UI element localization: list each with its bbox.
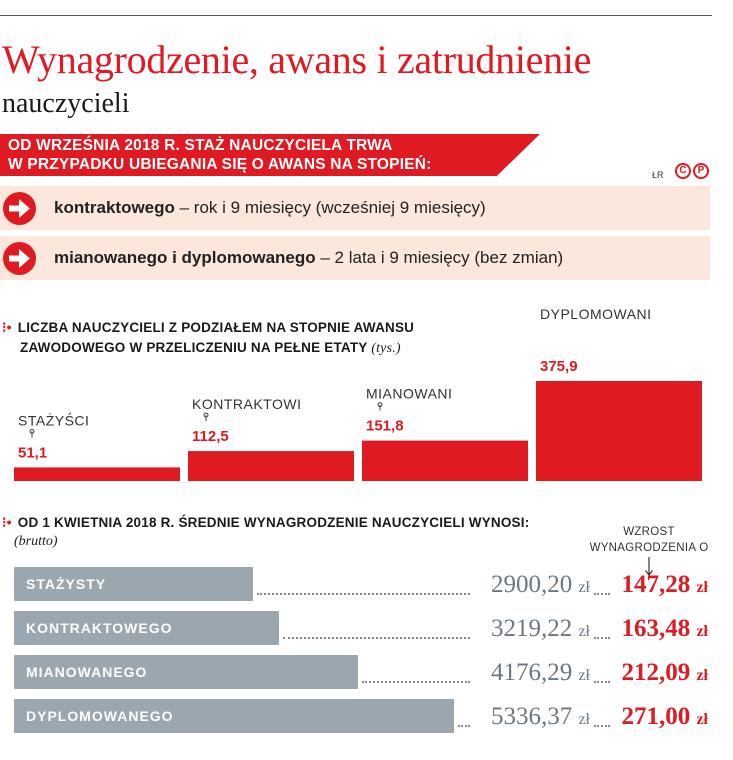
- dotted-leader: [283, 637, 470, 639]
- salary-value: 5336,37 zł: [490, 703, 590, 730]
- salary-bar: MIANOWANEGO: [14, 655, 359, 689]
- top-rule: [0, 15, 712, 16]
- bar-category-label: STAŻYŚCI: [18, 411, 89, 428]
- red-banner: [0, 134, 540, 176]
- banner-line-1: OD WRZEŚNIA 2018 R. STAŻ NAUCZYCIELA TRW…: [8, 137, 393, 154]
- salary-value: 2900,20 zł: [490, 571, 590, 598]
- bar-value-label: 375,9: [540, 358, 578, 375]
- section1-line1: LICZBA NAUCZYCIELI Z PODZIAŁEM NA STOPNI…: [17, 320, 415, 335]
- bar-value-label: 151,8: [366, 418, 404, 435]
- section1-unit: (tys.): [371, 341, 401, 356]
- salary-value: 4176,29 zł: [490, 659, 590, 686]
- banner-text: OD WRZEŚNIA 2018 R. STAŻ NAUCZYCIELA TRW…: [8, 136, 432, 174]
- page-subtitle: nauczycieli: [2, 88, 130, 119]
- arrow-down-icon: [645, 557, 653, 576]
- bar-stażyści: [14, 467, 180, 481]
- arrow-right-icon: [3, 241, 36, 275]
- info-bold: mianowanego i dyplomowanego: [54, 248, 316, 267]
- logo-letter-c: C: [675, 163, 691, 179]
- teachers-count-chart: 51,1 STAŻYŚCI 112,5 KONTRAKTOWI 151,8 MIANOWA…: [14, 306, 702, 481]
- raise-header-line1: WZROST: [623, 526, 675, 538]
- salary-row: DYPLOMOWANEGO 5336,37 zł 271,00 zł: [0, 695, 712, 739]
- salary-row: KONTRAKTOWEGO 3219,22 zł 163,48 zł: [0, 607, 712, 651]
- bar-value-label: 112,5: [192, 428, 229, 445]
- raise-value: 163,48 zł: [621, 615, 708, 642]
- bar-mianowani: [362, 440, 528, 481]
- banner-line-2: W PRZYPADKU UBIEGANIA SIĘ O AWANS NA STO…: [8, 156, 432, 173]
- page-title: Wynagrodzenie, awans i zatrudnienie: [2, 37, 592, 82]
- arrow-right-icon: [3, 191, 36, 225]
- info-rest: – 2 lata i 9 miesięcy (bez zmian): [315, 248, 564, 267]
- bar-dyplomowani: [536, 381, 702, 481]
- bar-value-label: 51,1: [18, 444, 47, 461]
- dotted-leader: [257, 593, 470, 595]
- source-author: ŁR: [652, 170, 664, 180]
- section2-title: OD 1 KWIETNIA 2018 R. ŚREDNIE WYNAGRODZE…: [17, 515, 530, 530]
- brutto-note: (brutto): [14, 534, 58, 549]
- dotted-leader: [594, 593, 610, 595]
- info-row-mianowanego: mianowanego i dyplomowanego – 2 lata i 9…: [0, 236, 710, 280]
- section1-line2: ZAWODOWEGO W PRZELICZENIU NA PEŁNE ETATY: [20, 340, 368, 355]
- raise-value: 212,09 zł: [621, 659, 708, 686]
- bar-category-label: KONTRAKTOWI: [192, 396, 301, 412]
- dots-icon: ⁝•: [2, 514, 12, 530]
- info-row-kontraktowego: kontraktowego – rok i 9 miesięcy (wcześn…: [0, 186, 710, 230]
- salary-value: 3219,22 zł: [490, 615, 590, 642]
- dotted-leader: [594, 725, 610, 727]
- label-pointer-dot: [29, 428, 35, 434]
- section2-heading: ⁝• OD 1 KWIETNIA 2018 R. ŚREDNIE WYNAGROD…: [2, 512, 529, 533]
- raise-value: 147,28 zł: [621, 571, 708, 598]
- bar-category-label: DYPLOMOWANI: [540, 306, 652, 322]
- salary-row: MIANOWANEGO 4176,29 zł 212,09 zł: [0, 651, 712, 695]
- raise-header-line2: WYNAGRODZENIA O: [589, 542, 709, 554]
- label-pointer-dot: [203, 412, 209, 418]
- label-pointer-dot: [377, 402, 383, 408]
- salary-row: STAŻYSTY 2900,20 zł 147,28 zł: [0, 563, 712, 607]
- salary-bar: KONTRAKTOWEGO: [14, 611, 280, 645]
- bar-category-label: MIANOWANI: [366, 386, 452, 402]
- logo-letter-p: P: [693, 163, 709, 179]
- dotted-leader: [362, 681, 470, 683]
- publisher-logo: C P: [675, 163, 713, 181]
- bar-kontraktowi: [188, 451, 354, 481]
- info-text: kontraktowego – rok i 9 miesięcy (wcześn…: [54, 198, 486, 218]
- dotted-leader: [458, 725, 470, 727]
- dots-icon: ⁝•: [2, 319, 12, 335]
- info-rest: – rok i 9 miesięcy (wcześniej 9 miesięcy…: [174, 198, 486, 217]
- info-text: mianowanego i dyplomowanego – 2 lata i 9…: [54, 248, 563, 268]
- raise-value: 271,00 zł: [621, 703, 708, 730]
- salary-bar: STAŻYSTY: [14, 567, 254, 601]
- salary-bar: DYPLOMOWANEGO: [14, 699, 454, 733]
- dotted-leader: [594, 681, 610, 683]
- info-bold: kontraktowego: [54, 198, 175, 217]
- section1-heading: ⁝• LICZBA NAUCZYCIELI Z PODZIAŁEM NA STOP…: [2, 317, 414, 359]
- dotted-leader: [594, 637, 610, 639]
- raise-header: WZROST WYNAGRODZENIA O: [584, 524, 714, 583]
